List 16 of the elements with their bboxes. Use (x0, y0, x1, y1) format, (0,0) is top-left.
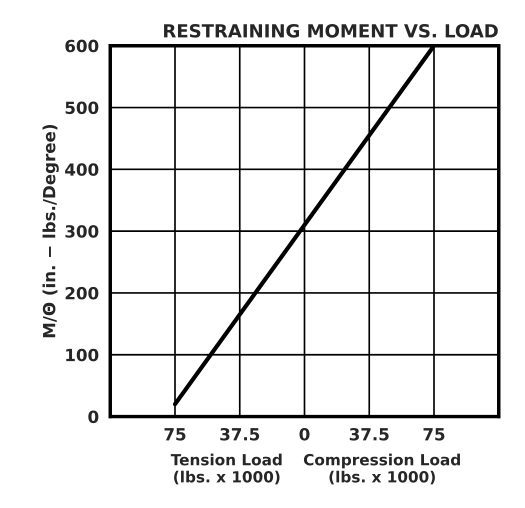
y-tick-label: 600 (65, 40, 98, 52)
x-tick-label: 37.5 (350, 428, 389, 441)
x-tick-label: 75 (164, 428, 186, 441)
y-tick-label: 100 (66, 348, 98, 362)
y-axis-title: M/Θ (in. − lbs./Degree) (42, 124, 59, 338)
y-tick-label: 500 (66, 101, 98, 114)
y-tick-label: 300 (65, 225, 98, 238)
chart-title: RESTRAINING MOMENT VS. LOAD (164, 24, 498, 38)
y-tick-label: 0 (88, 410, 98, 424)
x-tick-label: 75 (424, 428, 444, 441)
y-tick-label: 400 (65, 163, 98, 176)
x-tick-label: 37.5 (220, 428, 260, 441)
text: Tension Load (lbs. x 1000) (170, 454, 282, 484)
text: Compression Load (lbs. x 1000) (304, 454, 460, 484)
x-tick-label: 0 (300, 428, 310, 441)
y-tick-label: 200 (66, 286, 98, 300)
